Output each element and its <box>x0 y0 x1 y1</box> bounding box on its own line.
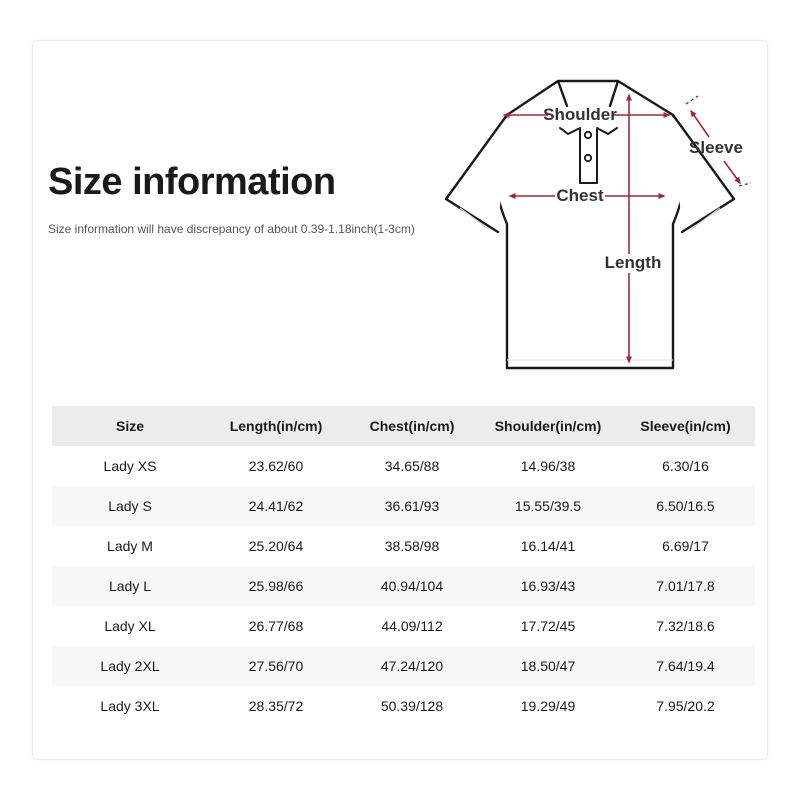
svg-text:Shoulder: Shoulder <box>543 105 617 124</box>
svg-text:Chest: Chest <box>556 186 604 205</box>
svg-text:Length: Length <box>605 253 662 272</box>
svg-text:Sleeve: Sleeve <box>689 138 743 157</box>
